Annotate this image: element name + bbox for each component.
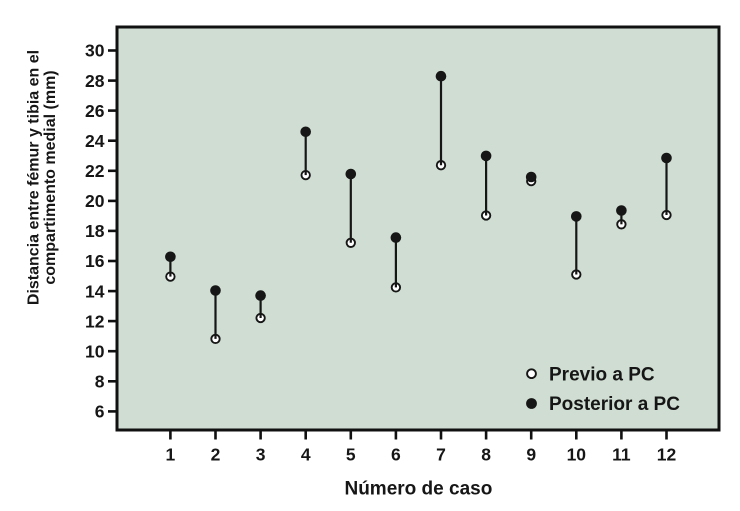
- svg-text:compartimento medial (mm): compartimento medial (mm): [42, 70, 59, 284]
- svg-text:Posterior a PC: Posterior a PC: [549, 394, 680, 415]
- svg-text:6: 6: [95, 402, 105, 422]
- svg-text:4: 4: [301, 445, 311, 465]
- svg-text:Previo a PC: Previo a PC: [549, 364, 655, 385]
- svg-text:16: 16: [85, 251, 105, 271]
- svg-text:12: 12: [85, 311, 105, 331]
- svg-text:24: 24: [85, 131, 105, 151]
- svg-text:3: 3: [256, 445, 266, 465]
- svg-text:11: 11: [612, 445, 631, 465]
- svg-text:5: 5: [346, 445, 356, 465]
- svg-text:1: 1: [166, 445, 176, 465]
- svg-text:26: 26: [85, 101, 105, 121]
- svg-text:7: 7: [436, 445, 446, 465]
- svg-text:20: 20: [85, 191, 105, 211]
- svg-text:10: 10: [85, 341, 105, 361]
- svg-text:28: 28: [85, 71, 105, 91]
- svg-text:Distancia entre fémur y tibia: Distancia entre fémur y tibia en el: [26, 50, 43, 305]
- svg-text:8: 8: [481, 445, 491, 465]
- svg-text:14: 14: [85, 281, 105, 301]
- svg-text:2: 2: [211, 445, 221, 465]
- svg-text:8: 8: [95, 372, 105, 392]
- svg-text:6: 6: [391, 445, 401, 465]
- svg-text:10: 10: [567, 445, 587, 465]
- svg-text:9: 9: [526, 445, 536, 465]
- svg-text:22: 22: [85, 161, 105, 181]
- svg-text:Número de caso: Número de caso: [344, 478, 492, 499]
- svg-text:18: 18: [85, 221, 105, 241]
- svg-text:12: 12: [657, 445, 677, 465]
- svg-text:30: 30: [85, 41, 105, 61]
